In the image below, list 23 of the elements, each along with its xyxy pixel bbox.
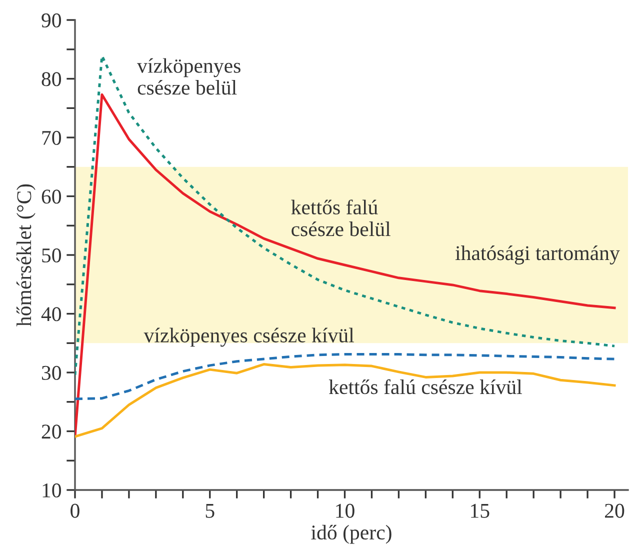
line-series — [75, 363, 616, 438]
y-tick-label: 10 — [42, 483, 62, 498]
band-label: ihatósági tartomány — [455, 246, 620, 264]
y-tick-label: 90 — [42, 13, 62, 28]
y-tick-label: 40 — [41, 307, 62, 322]
y-tick-label: 30 — [42, 366, 62, 380]
series-label: vízköpenyes csésze belül — [137, 58, 240, 95]
y-axis-title: hőmérséklet (°C) — [16, 184, 36, 326]
y-tick-label: 80 — [42, 72, 62, 86]
series-label: kettős falú csésze belül — [291, 200, 390, 236]
series-label: kettős falú csésze kívül — [328, 379, 522, 394]
y-tick-label: 20 — [42, 424, 62, 439]
x-tick-label: 20 — [605, 504, 624, 518]
line-series — [75, 353, 616, 400]
x-tick-label: 0 — [70, 504, 80, 518]
series-label: vízköpenyes csésze kívül — [144, 328, 354, 347]
y-tick-label: 60 — [42, 190, 62, 204]
x-tick-label: 5 — [206, 504, 214, 518]
x-axis-title: idő (perc) — [311, 524, 392, 544]
x-tick-label: 10 — [336, 504, 354, 518]
x-tick-label: 15 — [471, 504, 490, 518]
y-tick-label: 50 — [42, 248, 62, 262]
y-tick-label: 70 — [42, 130, 62, 145]
